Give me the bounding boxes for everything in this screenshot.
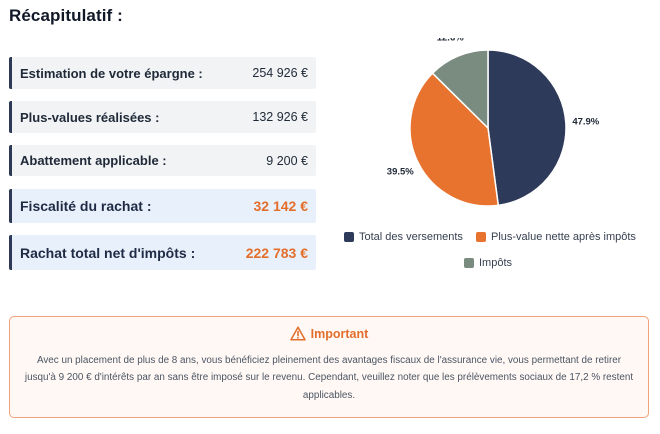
legend-item-impots[interactable]: Impôts — [464, 257, 512, 269]
legend-swatch — [464, 258, 474, 268]
warning-icon — [289, 326, 306, 341]
legend-label: Impôts — [479, 257, 513, 269]
pie-label-versements: 47.9% — [572, 117, 599, 128]
pie-slice-versements[interactable] — [487, 49, 567, 207]
summary-label: Plus-values réalisées : — [20, 109, 160, 125]
pie-slice-impots[interactable] — [431, 49, 489, 130]
summary-row-savings-estimate: Estimation de votre épargne : 254 926 € — [9, 57, 316, 89]
legend-label: Total des versements — [359, 231, 463, 243]
legend-item-versements[interactable]: Total des versements — [344, 231, 463, 243]
summary-row-capital-gains: Plus-values réalisées : 132 926 € — [9, 101, 316, 133]
summary-label: Estimation de votre épargne : — [20, 65, 203, 81]
summary-row-taxation: Fiscalité du rachat : 32 142 € — [9, 189, 316, 223]
summary-row-allowance: Abattement applicable : 9 200 € — [9, 145, 316, 176]
important-notice: Important Avec un placement de plus de 8… — [9, 316, 649, 418]
pie-slice-plus-value[interactable] — [409, 72, 500, 207]
legend-label: Plus-value nette après impôts — [491, 231, 636, 243]
legend-swatch — [476, 232, 486, 242]
legend-item-plus-value[interactable]: Plus-value nette après impôts — [476, 231, 636, 243]
important-title: Important — [310, 326, 369, 341]
important-header: Important — [10, 326, 648, 341]
pie-label-plus-value: 39.5% — [387, 167, 414, 178]
important-text: Avec un placement de plus de 8 ans, vous… — [24, 355, 634, 401]
summary-value: 32 142 € — [253, 198, 309, 214]
page-title: Récapitulatif : — [9, 6, 123, 25]
pie-chart: 47.9% 39.5% 12.6% — [387, 38, 600, 207]
summary-value: 132 926 € — [252, 110, 308, 124]
legend-swatch — [344, 232, 354, 242]
summary-row-net-withdrawal: Rachat total net d'impôts : 222 783 € — [9, 235, 316, 270]
summary-label: Rachat total net d'impôts : — [20, 244, 196, 261]
summary-value: 9 200 € — [266, 153, 308, 168]
pie-label-impots: 12.6% — [437, 38, 464, 44]
summary-value: 254 926 € — [252, 66, 308, 80]
summary-value: 222 783 € — [245, 244, 308, 261]
summary-label: Abattement applicable : — [20, 153, 167, 168]
summary-label: Fiscalité du rachat : — [20, 198, 152, 214]
